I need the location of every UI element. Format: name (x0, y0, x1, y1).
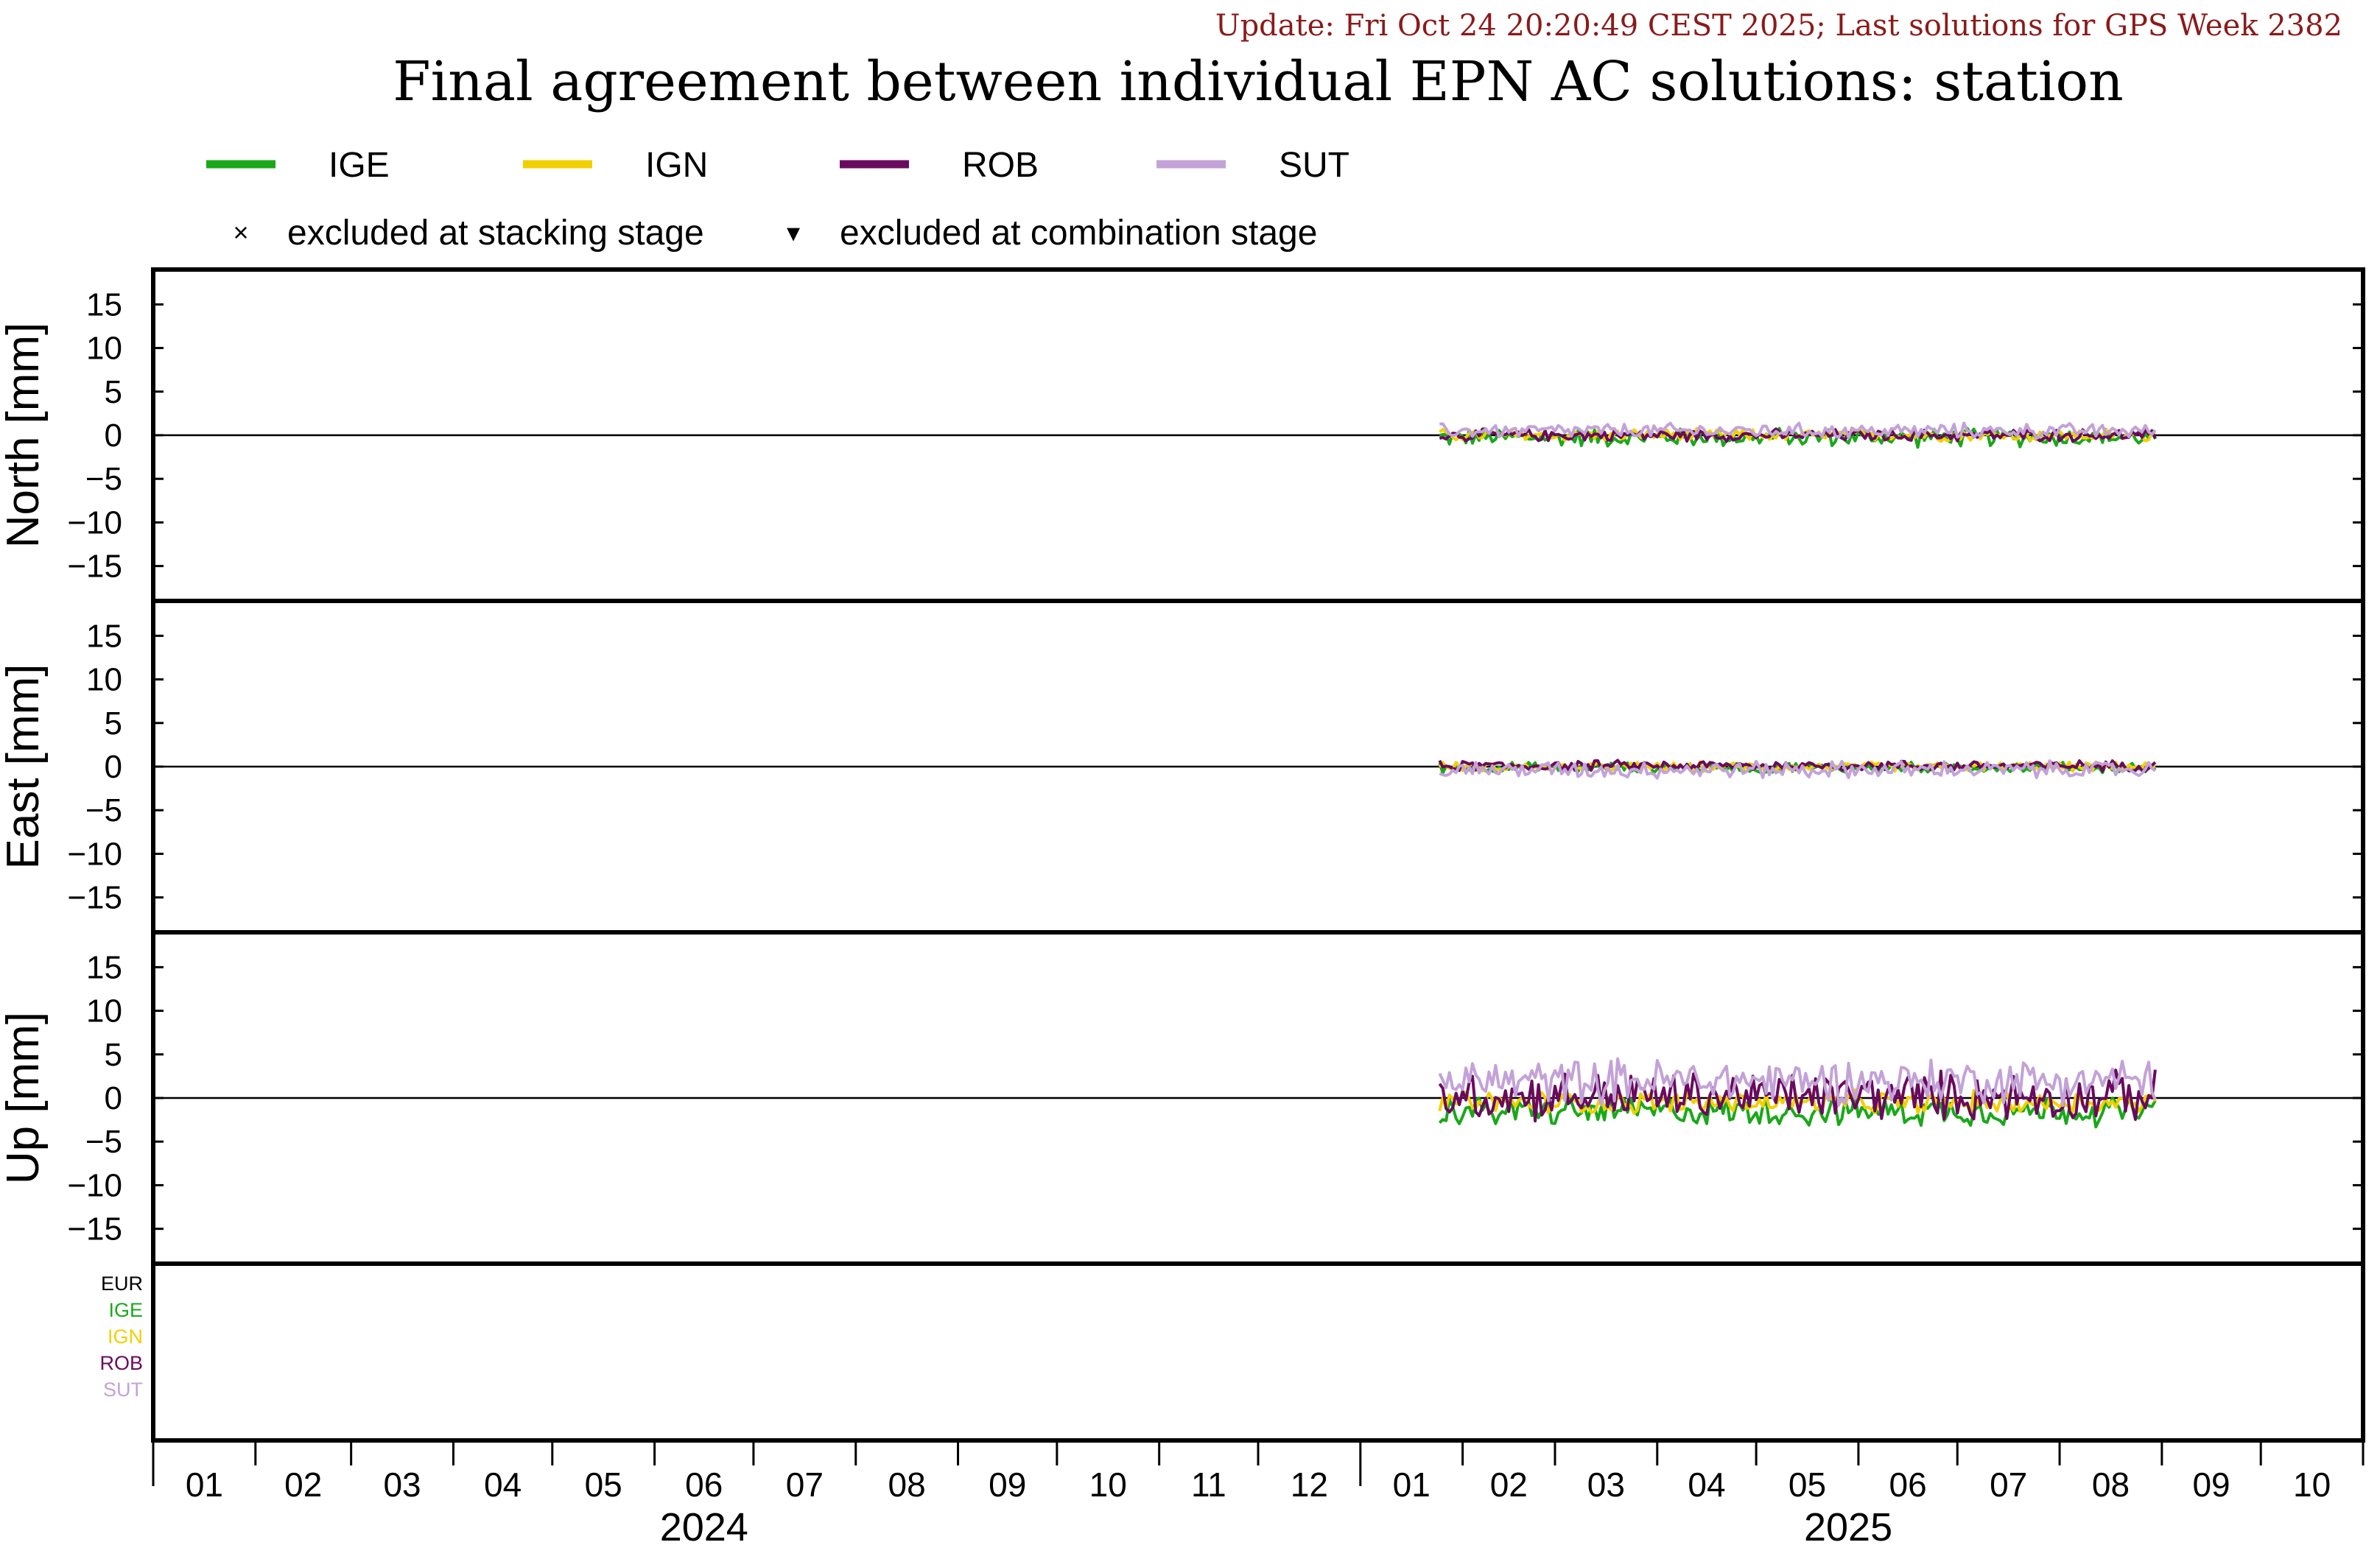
panel-north: 15 10 5 0 −5 −10 −15 North [mm] (0, 267, 2365, 603)
x-month-label: 01 (186, 1465, 223, 1504)
y-tick-label: 5 (105, 374, 122, 410)
y-tick-label: 10 (86, 331, 122, 367)
ac-label-panel: EUR IGE IGN ROB SUT (99, 1261, 2365, 1443)
plot-panels: 15 10 5 0 −5 −10 −15 North [mm] 15 10 5 0 −5 −10 −15 Ea… (0, 267, 2365, 1266)
x-month-label: 02 (1490, 1465, 1528, 1504)
y-tick-label: −5 (85, 1124, 122, 1160)
y-tick-label: −5 (85, 792, 122, 828)
x-month-label: 12 (1291, 1465, 1328, 1504)
series-line-sut (1439, 759, 2157, 780)
y-tick-label: 0 (105, 1080, 122, 1116)
update-timestamp: Update: Fri Oct 24 20:20:49 CEST 2025; L… (1215, 9, 2342, 43)
x-month-label: 05 (585, 1465, 622, 1504)
x-month-label: 11 (1191, 1465, 1226, 1504)
y-tick-label: 5 (105, 705, 122, 742)
x-month-label: 03 (1587, 1465, 1625, 1504)
legend-label-sut: SUT (1279, 146, 1349, 185)
legend-label-ige: IGE (329, 146, 390, 185)
y-tick-label: −10 (67, 836, 122, 872)
legend-marker-label: excluded at combination stage (840, 214, 1317, 253)
x-year-label: 2025 (1804, 1505, 1892, 1545)
y-tick-label: −15 (67, 549, 122, 585)
y-tick-label: −10 (67, 504, 122, 541)
legend-marker-symbol: × (233, 217, 248, 247)
y-tick-label: 5 (105, 1037, 122, 1073)
y-tick-label: 10 (86, 662, 122, 698)
legend-marker-symbol: ▾ (787, 217, 800, 247)
bottom-panel-frame (151, 1261, 2365, 1443)
x-month-label: 04 (484, 1465, 522, 1504)
x-month-label: 03 (383, 1465, 421, 1504)
y-tick-label: 15 (86, 949, 122, 985)
y-tick-label: −5 (85, 461, 122, 497)
y-tick-label: −10 (67, 1167, 122, 1203)
x-month-label: 01 (1393, 1465, 1431, 1504)
y-tick-label: 15 (86, 618, 122, 654)
ac-label-ige: IGE (108, 1299, 143, 1321)
ac-label-rob: ROB (99, 1352, 143, 1374)
x-month-label: 02 (284, 1465, 322, 1504)
ac-label-ign: IGN (108, 1326, 143, 1348)
x-month-label: 07 (1990, 1465, 2027, 1504)
series-line-rob (1438, 1069, 2157, 1123)
y-tick-label: −15 (67, 1211, 122, 1247)
x-month-label: 05 (1788, 1465, 1826, 1504)
y-tick-label: 0 (105, 749, 122, 785)
legend-label-ign: IGN (645, 146, 708, 185)
x-month-label: 06 (685, 1465, 723, 1504)
panel-up: 15 10 5 0 −5 −10 −15 Up [mm] (0, 930, 2365, 1266)
series-line-sut (1439, 421, 2157, 440)
legend-marker-label: excluded at stacking stage (287, 214, 704, 253)
series-line-sut (1438, 1057, 2157, 1108)
ac-label-eur: EUR (101, 1273, 143, 1295)
y-axis-label: Up [mm] (0, 1012, 49, 1184)
x-month-label: 08 (888, 1465, 926, 1504)
chart-title: Final agreement between individual EPN A… (393, 50, 2124, 113)
x-month-label: 06 (1889, 1465, 1927, 1504)
legend-label-rob: ROB (962, 146, 1039, 185)
x-axis: 01 02 03 04 05 06 07 08 09 10 11 12 01 02 03 04 05 06 07 08… (152, 1439, 2365, 1545)
y-tick-label: 10 (86, 993, 122, 1030)
legend: IGE IGN ROB SUT × excluded at stacking stage ▾… (206, 146, 1349, 253)
y-axis-label: North [mm] (0, 323, 49, 549)
x-month-label: 10 (2293, 1465, 2331, 1504)
x-month-label: 04 (1688, 1465, 1725, 1504)
ac-label-sut: SUT (103, 1379, 143, 1401)
x-month-label: 09 (989, 1465, 1026, 1504)
y-axis-label: East [mm] (0, 664, 49, 869)
x-month-label: 09 (2192, 1465, 2230, 1504)
y-tick-label: 15 (86, 286, 122, 323)
x-month-label: 10 (1089, 1465, 1127, 1504)
x-month-label: 08 (2092, 1465, 2130, 1504)
x-month-label: 07 (786, 1465, 824, 1504)
y-tick-label: 0 (105, 418, 122, 454)
y-tick-label: −15 (67, 880, 122, 916)
x-year-label: 2024 (660, 1505, 748, 1545)
panel-east: 15 10 5 0 −5 −10 −15 East [mm] (0, 599, 2365, 935)
